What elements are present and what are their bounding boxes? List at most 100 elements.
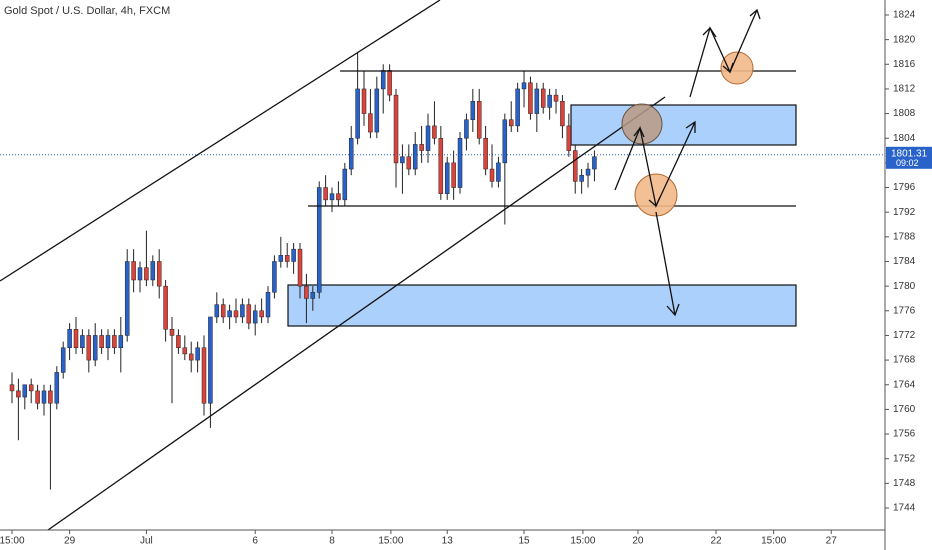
candle-body [163,285,168,330]
candle-body [156,261,162,287]
candle-body [182,347,188,355]
chart-title: Gold Spot / U.S. Dollar, 4h, FXCM [4,5,170,17]
candle-body [41,390,47,404]
last-price-box [886,146,932,169]
candle-body [86,335,92,361]
x-tick-label: 15:00 [761,536,786,547]
y-tick-label: 1824 [893,10,916,21]
candle-body [188,353,194,361]
candle-body [291,248,296,262]
candle-body [412,144,418,170]
x-tick-label: 22 [710,536,722,547]
x-tick-label: 20 [632,536,644,547]
candle-body [483,137,488,170]
scenario-circle [720,51,754,85]
candle-body [566,125,572,151]
candle-body [22,384,28,398]
x-tick-label: 15 [518,536,530,547]
candle-body [208,316,213,404]
candle-body [201,347,207,404]
candle-body [342,168,348,201]
candle-body [144,267,149,281]
candle-body [124,261,130,336]
candle-body [176,335,181,349]
arrow-head [633,126,645,138]
scenario-path [689,9,758,98]
candle-body [432,125,437,139]
y-tick-label: 1760 [893,404,916,415]
candle-body [259,310,264,318]
channel-upper [0,0,441,282]
y-tick-label: 1768 [893,355,916,366]
candle-body [336,193,341,201]
drawings [0,0,796,531]
candle-body [137,267,143,281]
candle-body [9,384,15,392]
scenario-circle [634,173,678,217]
x-tick-label: 15:00 [570,536,595,547]
candle-body [284,255,290,262]
candle-body [278,255,284,262]
candle-body [195,347,200,361]
countdown-label: 09:02 [896,158,919,168]
scenario-path [614,121,696,209]
x-tick-label: Jul [140,536,153,547]
x-tick-label: 15:00 [378,536,403,547]
support-zone [287,284,797,327]
last-price-label: 1801.31 [891,148,928,159]
candle-body [118,335,124,349]
candle-body [272,261,277,293]
candle-body [464,119,469,139]
candle-body [112,335,117,349]
candle-body [515,88,520,127]
y-tick-label: 1808 [893,108,916,119]
candle-body [246,304,252,324]
candle-body [92,335,98,361]
candle-body [73,329,79,349]
candle-body [444,162,450,194]
candle-body [240,304,245,318]
candle-body [214,304,220,318]
candle-body [99,335,104,349]
candle-body [528,82,533,114]
zones [287,104,797,327]
candle-body [534,88,540,114]
x-tick-label: 8 [329,536,335,547]
candle-body [579,174,584,182]
y-tick-label: 1796 [893,182,916,193]
candle-body [316,187,322,293]
y-tick-label: 1776 [893,305,916,316]
candle-body [502,119,508,164]
candle-body [553,94,559,102]
x-tick-label: 15:00 [0,536,25,547]
candle-body [387,70,392,96]
candle-body [425,125,431,151]
candle-body [297,248,303,287]
candles [9,51,597,490]
candle-body [35,390,40,404]
candle-body [105,335,111,349]
candle-body [547,94,552,108]
candle-body [451,162,456,188]
arrow-head [666,303,680,317]
candle-body [508,119,514,127]
candle-body [496,162,501,182]
arrow-head [648,196,661,208]
candle-body [60,347,66,373]
x-tick-label: 29 [64,536,76,547]
candle-body [355,88,360,139]
candle-body [393,94,399,164]
candle-body [380,70,386,90]
y-tick-label: 1756 [893,429,916,440]
x-tick-label: 13 [442,536,454,547]
candle-body [438,137,444,194]
y-tick-label: 1784 [893,256,916,267]
candle-body [265,292,271,318]
y-tick-label: 1744 [893,503,916,514]
y-tick-label: 1804 [893,133,916,144]
channel-lower [47,96,666,531]
scenario-path [655,211,676,316]
arrow-head [702,26,717,38]
y-tick-label: 1788 [893,231,916,242]
